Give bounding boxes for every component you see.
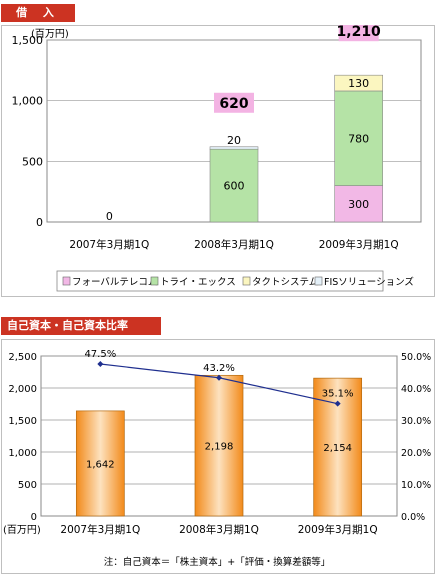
y-tick-label-left: 1,500 — [8, 416, 37, 427]
equity-bar-label: 2,198 — [205, 442, 234, 453]
y-tick-label-right: 10.0% — [401, 480, 431, 491]
equity-chart: 0 500 1,000 1,500 2,000 2,500 0.0% 10.0% 20.0% 30… — [3, 349, 431, 568]
equity-header: 自己資本・自己資本比率 — [1, 317, 161, 335]
y-tick-label-left: 500 — [18, 480, 37, 491]
bar-segment — [334, 185, 383, 223]
x-tick-label: 2008年3月期1Q — [194, 238, 274, 251]
y-tick-label-right: 20.0% — [401, 448, 431, 459]
bar-data-label: 20 — [227, 134, 241, 147]
bar-segment — [209, 148, 259, 223]
y-tick-label-right: 0.0% — [401, 512, 425, 523]
y-tick-label-right: 50.0% — [401, 352, 431, 363]
y-tick-label-right: 30.0% — [401, 416, 431, 427]
bar-data-label: 780 — [348, 132, 369, 145]
x-tick-label: 2009年3月期1Q — [298, 523, 378, 536]
equity-bar — [75, 410, 125, 517]
y-tick-label: 500 — [22, 155, 43, 168]
equity-ratio-point — [216, 374, 222, 381]
total-label: 1,210 — [337, 25, 382, 40]
y-tick-label: 1,000 — [12, 95, 44, 108]
y-tick-label-left: 0 — [31, 512, 37, 523]
equity-ratio-label: 47.5% — [84, 349, 116, 360]
legend: フォーバルテレコム トライ・エックス タクトシステム FISソリューションズ — [56, 270, 414, 292]
bar-segment — [334, 74, 383, 92]
bar-data-label: 0 — [106, 210, 113, 223]
legend-label: タクトシステム — [252, 277, 318, 288]
equity-bar — [194, 374, 244, 517]
equity-bar-label: 2,154 — [323, 443, 352, 454]
y-unit-label: (百万円) — [3, 524, 41, 536]
y-tick-label: 1,500 — [12, 34, 44, 47]
legend-box — [56, 270, 384, 292]
bar-segment — [334, 90, 383, 186]
x-tick-label: 2008年3月期1Q — [179, 523, 259, 536]
y-tick-label-right: 40.0% — [401, 384, 431, 395]
bar-data-label: 300 — [348, 198, 369, 211]
bar-data-label: 130 — [348, 77, 369, 90]
equity-bar-label: 1,642 — [86, 459, 115, 470]
equity-ratio-point — [97, 361, 104, 367]
equity-ratio-point — [334, 400, 341, 407]
bar-data-label: 600 — [224, 180, 245, 193]
loans-chart-panel — [1, 25, 435, 297]
y-tick-label: 0 — [36, 216, 43, 229]
legend-label: FISソリューションズ — [324, 276, 414, 288]
legend-label: フォーバルテレコム — [72, 277, 157, 288]
x-tick-label: 2007年3月期1Q — [69, 238, 149, 251]
legend-swatch — [62, 276, 71, 286]
total-label-box — [214, 92, 254, 113]
y-tick-label-left: 1,000 — [8, 448, 37, 459]
equity-chart-panel — [1, 339, 435, 574]
y-tick-label-left: 2,000 — [8, 384, 37, 395]
legend-swatch — [314, 276, 323, 286]
y-unit-label: (百万円) — [31, 28, 69, 40]
legend-swatch — [242, 276, 251, 286]
equity-ratio-label: 35.1% — [322, 389, 354, 400]
equity-ratio-label: 43.2% — [203, 363, 235, 374]
y-tick-label-left: 2,500 — [8, 352, 37, 363]
total-label: 620 — [219, 96, 248, 112]
legend-label: トライ・エックス — [160, 277, 236, 288]
x-tick-label: 2009年3月期1Q — [319, 238, 399, 251]
legend-swatch — [150, 276, 159, 286]
bar-segment — [209, 146, 259, 150]
equity-note: 注：自己資本＝「株主資本」+「評価・換算差額等」 — [104, 556, 330, 568]
loans-chart: (百万円)05001,0001,50002007年3月期1Q0600206202… — [12, 25, 422, 292]
loans-header: 借 入 金 — [1, 4, 75, 37]
total-label-box — [338, 25, 379, 42]
x-tick-label: 2007年3月期1Q — [60, 523, 140, 536]
